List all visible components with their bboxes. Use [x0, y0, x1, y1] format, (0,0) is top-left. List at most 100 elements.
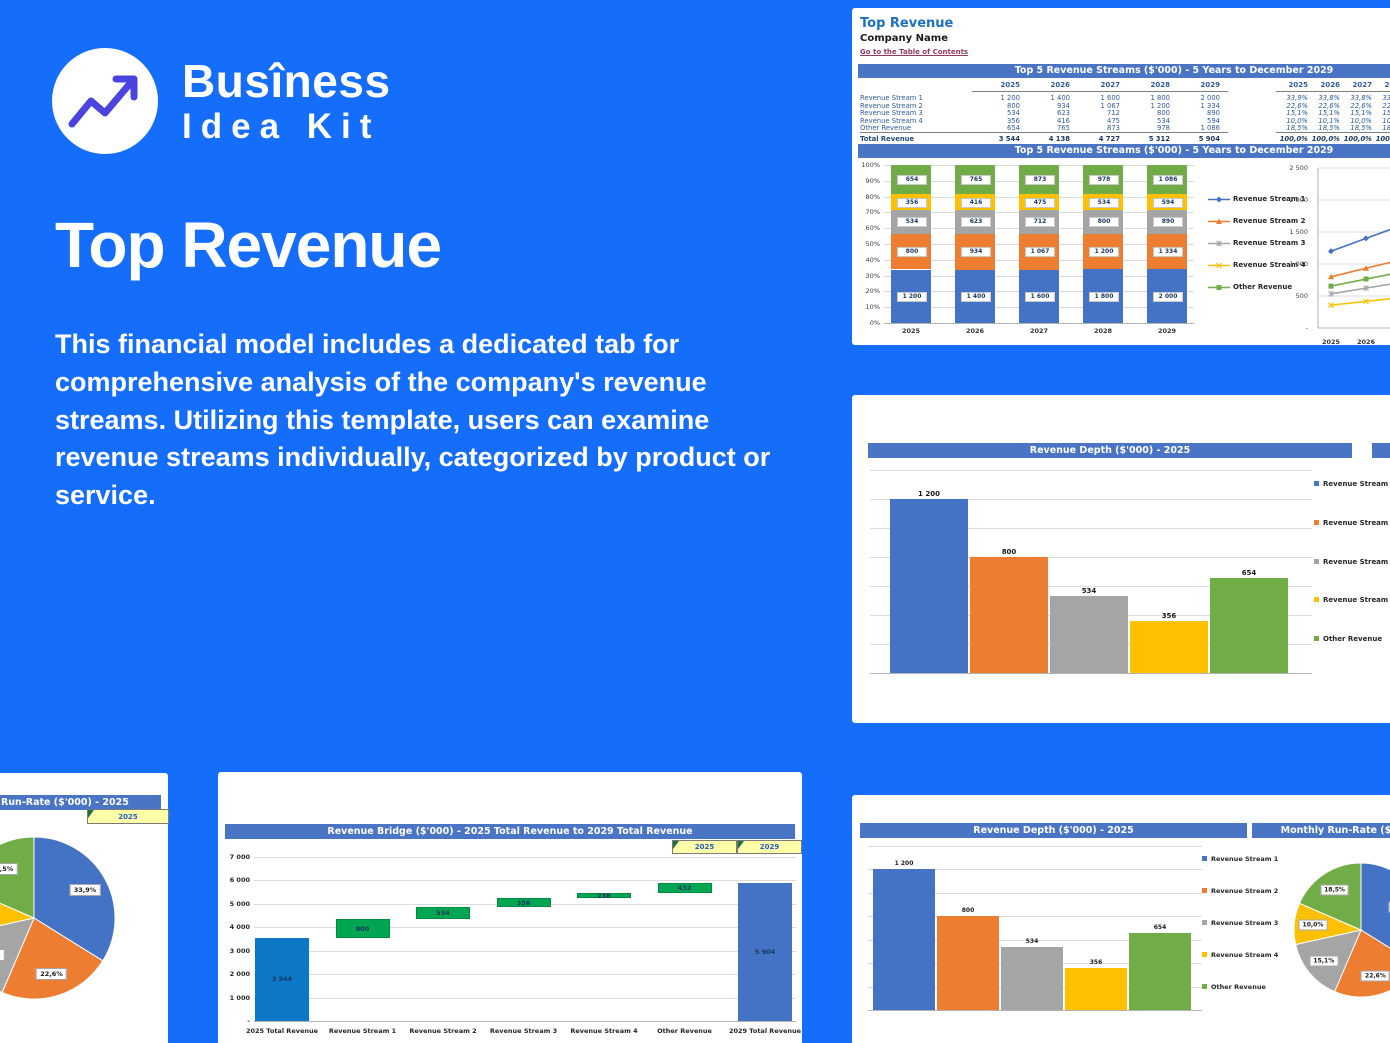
gridline [254, 1021, 796, 1022]
waterfall-bar [738, 882, 792, 1021]
waterfall-bar [416, 906, 470, 920]
table-year-header: 2025 [1000, 81, 1020, 89]
gridline [868, 869, 1202, 870]
data-label: 1 200 [1089, 247, 1119, 258]
data-label: 356 [1161, 612, 1177, 621]
data-label: 654 [1153, 924, 1167, 932]
table-cell: 1 334 [1200, 101, 1220, 110]
x-axis-label: 2025 [901, 327, 921, 335]
data-label: 873 [1025, 175, 1055, 186]
legend-label: Revenue Stream 3 [1233, 239, 1306, 247]
legend-marker-icon [1314, 636, 1319, 642]
table-total-pct-cell: 100,0% [1279, 134, 1308, 143]
waterfall-bar [496, 898, 551, 907]
legend-label: Other Revenue [1233, 283, 1293, 291]
data-label: 1 334 [1153, 247, 1183, 258]
gridline [868, 1010, 1202, 1011]
table-cell: 1 600 [1100, 94, 1120, 102]
y-axis-tick-label: 2 000 [1289, 196, 1308, 204]
y-axis-tick-label: - [247, 1017, 250, 1025]
table-cell: 934 [1057, 101, 1070, 110]
gridline [884, 323, 1194, 324]
year-filter-select[interactable]: 2025 [87, 809, 169, 824]
gridline [254, 857, 796, 858]
gridline [870, 499, 1312, 500]
gridline [870, 586, 1312, 587]
table-pct-cell: 22,6% [1286, 101, 1308, 110]
x-axis-label: 2025 [1321, 338, 1341, 346]
x-axis-label: Revenue Stream 4 [570, 1027, 638, 1035]
x-axis-label: 2029 [1157, 327, 1177, 335]
bridge-year-from-select[interactable]: 2025 [672, 840, 737, 854]
data-label: 934 [961, 247, 991, 258]
table-cell: 873 [1107, 124, 1120, 133]
table-cell: 890 [1207, 109, 1220, 118]
waterfall-bar [255, 937, 309, 1021]
bar [1050, 595, 1128, 673]
table-total-pct-cell: 100,0% [1375, 134, 1390, 143]
data-label: 356 [516, 898, 531, 907]
legend-marker-icon [1314, 519, 1319, 525]
legend-item: Revenue Stream 3 [1208, 238, 1306, 248]
year-filter-value: 2025 [118, 812, 138, 821]
x-axis-label: 2027 [1029, 327, 1049, 335]
y-axis-tick-label: 80% [865, 192, 880, 201]
data-label: 765 [961, 175, 991, 186]
legend-label: Revenue Stream 3 [1323, 557, 1390, 566]
table-pct-cell: 10,1% [1318, 116, 1340, 125]
legend-item: Revenue Stream 4 [1208, 260, 1306, 270]
x-axis-label: 2025 Total Revenue [245, 1027, 319, 1035]
page-description: This financial model includes a dedicate… [55, 329, 771, 511]
bar [1129, 933, 1191, 1010]
y-axis-tick-label: 2 000 [229, 970, 250, 979]
legend-label: Revenue Stream 1 [1211, 855, 1279, 863]
legend-label: Revenue Stream 2 [1323, 518, 1390, 527]
table-cell: 800 [1157, 109, 1170, 118]
table-total-cell: 3 544 [998, 134, 1020, 143]
table-pct-cell: 33,8% [1350, 94, 1372, 102]
table-pct-cell: 15,1% [1382, 109, 1390, 118]
table-of-contents-link[interactable]: Go to the Table of Contents [860, 48, 969, 56]
table-row-label: Revenue Stream 1 [860, 94, 923, 102]
table-cell: 1 800 [1150, 94, 1170, 102]
table-cell: 623 [1057, 109, 1070, 118]
table-row-label: Revenue Stream 2 [860, 101, 923, 110]
panel-revenue-table: Top Revenue Company Name Go to the Table… [852, 8, 1390, 346]
gridline [870, 470, 1312, 471]
table-year-header: 2026 [1050, 81, 1070, 89]
legend-marker-icon [1208, 218, 1230, 224]
table-total-pct-cell: 100,0% [1311, 134, 1340, 143]
pie-slice-label: 10,0% [1298, 919, 1328, 931]
table-cell: 765 [1057, 124, 1070, 133]
gridline [868, 939, 1202, 941]
y-axis-tick-label: 90% [865, 176, 880, 185]
table-pct-cell: 33,8% [1318, 94, 1340, 102]
y-axis-tick-label: 7 000 [229, 853, 250, 861]
table-total-pct-cell: 100,0% [1343, 134, 1372, 143]
legend-label: Revenue Stream 1 [1233, 195, 1306, 203]
table-cell: 534 [1007, 109, 1020, 118]
legend-marker-icon [1208, 262, 1230, 268]
table-pct-cell: 10,1% [1382, 116, 1390, 125]
data-label: 800 [961, 907, 975, 914]
pie-slice-label: 15,1% [0, 949, 5, 962]
runrate-chart-header-sliver: Monthly Run-Rate ($'000) - 2025 [1372, 443, 1390, 458]
y-axis-tick-label: 6 000 [229, 876, 250, 885]
data-label: 800 [1089, 217, 1119, 228]
panel-run-rate-pie: Monthly Run-Rate ($'000) - 2025 2025 33,… [0, 773, 169, 1043]
x-axis-label: Revenue Stream 1 [328, 1027, 397, 1035]
bridge-year-to-select[interactable]: 2029 [737, 840, 802, 854]
data-label: 1 086 [1153, 175, 1183, 186]
table-pct-cell: 22,6% [1318, 101, 1340, 110]
y-axis-tick-label: 2 500 [1289, 164, 1308, 172]
legend-label: Revenue Stream 4 [1211, 951, 1279, 959]
data-label: 1 200 [897, 291, 927, 302]
table-pct-cell: 33,9% [1382, 94, 1390, 102]
table-cell: 978 [1157, 124, 1170, 133]
table-pct-cell: 10,0% [1286, 116, 1308, 125]
table-cell: 356 [1007, 116, 1020, 125]
data-label: 890 [1153, 217, 1183, 228]
dropdown-flag-icon [673, 841, 679, 849]
line-chart-svg [1317, 167, 1390, 329]
